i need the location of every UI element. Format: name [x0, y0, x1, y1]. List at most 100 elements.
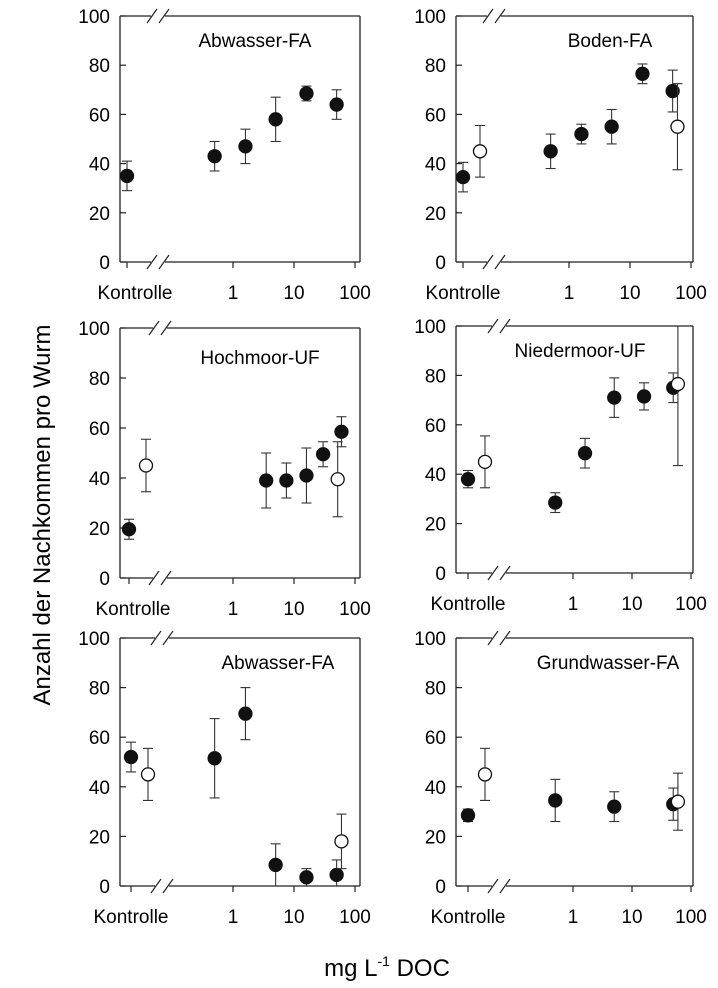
y-axis-label: Anzahl der Nachkommen pro Wurm: [29, 324, 56, 705]
axis-break-mark: [162, 878, 174, 894]
panel-1: 0 20 40 60 80 100 Kontrolle 1 10 100 Abwasser-FA: [78, 7, 371, 304]
panel-6: 0 20 40 60 80 100 Kontrolle 1 10 100 Grundwasser-F…: [414, 629, 707, 928]
y-tick-label: 100: [414, 629, 446, 650]
y-tick-label: 100: [414, 317, 446, 338]
y-tick-label: 60: [89, 419, 110, 440]
axis-break-mark: [148, 570, 160, 586]
data-point-filled: [207, 149, 222, 164]
panel-title: Abwasser-FA: [222, 653, 335, 674]
data-point-filled: [119, 168, 135, 184]
data-point-open: [472, 144, 488, 159]
data-point-filled: [577, 446, 593, 461]
x-tick-label: 10: [283, 283, 304, 304]
data-point-filled: [121, 522, 137, 537]
panel-title: Hochmoor-UF: [200, 348, 319, 369]
axis-break-mark: [482, 8, 494, 24]
x-tick-label-control: Kontrolle: [431, 907, 506, 928]
panel-2: 0 20 40 60 80 100 Kontrolle 1 10 100 Boden-FA: [414, 7, 707, 304]
axis-break-mark: [487, 318, 499, 334]
x-tick-label-control: Kontrolle: [98, 283, 173, 304]
y-tick-label: 40: [425, 465, 446, 486]
axis-break-mark: [150, 878, 162, 894]
y-tick-label: 40: [425, 778, 446, 799]
y-tick-label: 80: [89, 369, 110, 390]
y-tick-label: 40: [425, 155, 446, 176]
y-tick-label: 60: [89, 728, 110, 749]
y-tick-label: 80: [425, 56, 446, 77]
y-tick-label: 0: [435, 564, 446, 585]
axis-break-mark: [160, 570, 172, 586]
data-point-filled: [574, 126, 589, 142]
x-tick-label: 1: [228, 907, 239, 928]
data-point-open: [334, 834, 349, 849]
y-tick-label: 40: [89, 155, 110, 176]
data-point-filled: [299, 468, 314, 483]
x-tick-label: 10: [619, 283, 640, 304]
x-tick-label: 100: [339, 599, 371, 620]
x-tick-label-control: Kontrolle: [96, 599, 171, 620]
y-tick-label: 20: [89, 204, 110, 225]
data-point-filled: [315, 447, 331, 462]
axis-break-mark: [158, 8, 170, 24]
axis-break-mark: [487, 630, 499, 646]
data-point-filled: [259, 473, 274, 488]
axis-break-mark: [162, 630, 174, 646]
axis-break-mark: [499, 565, 511, 581]
data-point-filled: [268, 857, 283, 873]
x-tick-label-control: Kontrolle: [426, 283, 501, 304]
x-tick-label: 1: [228, 283, 239, 304]
data-point-open: [330, 472, 345, 487]
data-point-filled: [636, 389, 652, 404]
data-point-filled: [299, 86, 314, 101]
x-tick-label: 100: [675, 283, 707, 304]
panel-title: Grundwasser-FA: [537, 653, 680, 674]
y-tick-label: 0: [99, 877, 110, 898]
y-tick-label: 60: [89, 105, 110, 126]
y-tick-label: 100: [78, 319, 110, 340]
panel-5: 0 20 40 60 80 100 Kontrolle 1 10 100 Abwasser-FA: [78, 629, 371, 928]
data-point-filled: [207, 751, 222, 766]
data-point-open: [670, 119, 685, 134]
data-point-open: [477, 454, 493, 470]
x-tick-label: 100: [339, 283, 371, 304]
data-point-filled: [607, 390, 622, 405]
x-tick-label: 100: [339, 907, 371, 928]
x-tick-label: 100: [675, 594, 707, 615]
x-axis-label: mg L-1 DOC: [324, 953, 450, 982]
y-tick-label: 40: [89, 469, 110, 490]
data-point-filled: [329, 97, 344, 112]
axis-break-mark: [482, 254, 494, 270]
panel-4: 0 20 40 60 80 100 Kontrolle 1 10 100 Niedermoor-UF: [414, 317, 707, 615]
data-point-filled: [268, 112, 283, 127]
x-tick-label-control: Kontrolle: [431, 594, 506, 615]
axis-break-mark: [494, 8, 506, 24]
axis-break-mark: [487, 878, 499, 894]
y-tick-label: 20: [425, 515, 446, 536]
y-tick-label: 100: [414, 7, 446, 28]
data-point-filled: [329, 867, 344, 882]
data-point-filled: [460, 808, 476, 823]
axis-break-mark: [499, 630, 511, 646]
y-tick-label: 20: [89, 519, 110, 540]
data-point-open: [670, 794, 686, 809]
y-tick-label: 80: [89, 56, 110, 77]
x-tick-label-control: Kontrolle: [94, 907, 169, 928]
data-point-filled: [548, 793, 563, 808]
axis-break-mark: [499, 878, 511, 894]
y-tick-label: 20: [425, 204, 446, 225]
y-tick-label: 0: [99, 569, 110, 590]
data-point-open: [670, 376, 686, 392]
x-tick-label: 1: [228, 599, 239, 620]
x-tick-label: 10: [621, 907, 642, 928]
y-tick-label: 0: [435, 877, 446, 898]
axis-break-mark: [160, 320, 172, 336]
data-point-filled: [299, 870, 314, 885]
data-point-filled: [279, 473, 294, 488]
y-tick-label: 80: [89, 679, 110, 700]
axis-break-mark: [148, 320, 160, 336]
data-point-filled: [123, 749, 139, 765]
y-tick-label: 60: [425, 105, 446, 126]
panel-title: Niedermoor-UF: [515, 341, 646, 362]
axis-break-mark: [158, 254, 170, 270]
